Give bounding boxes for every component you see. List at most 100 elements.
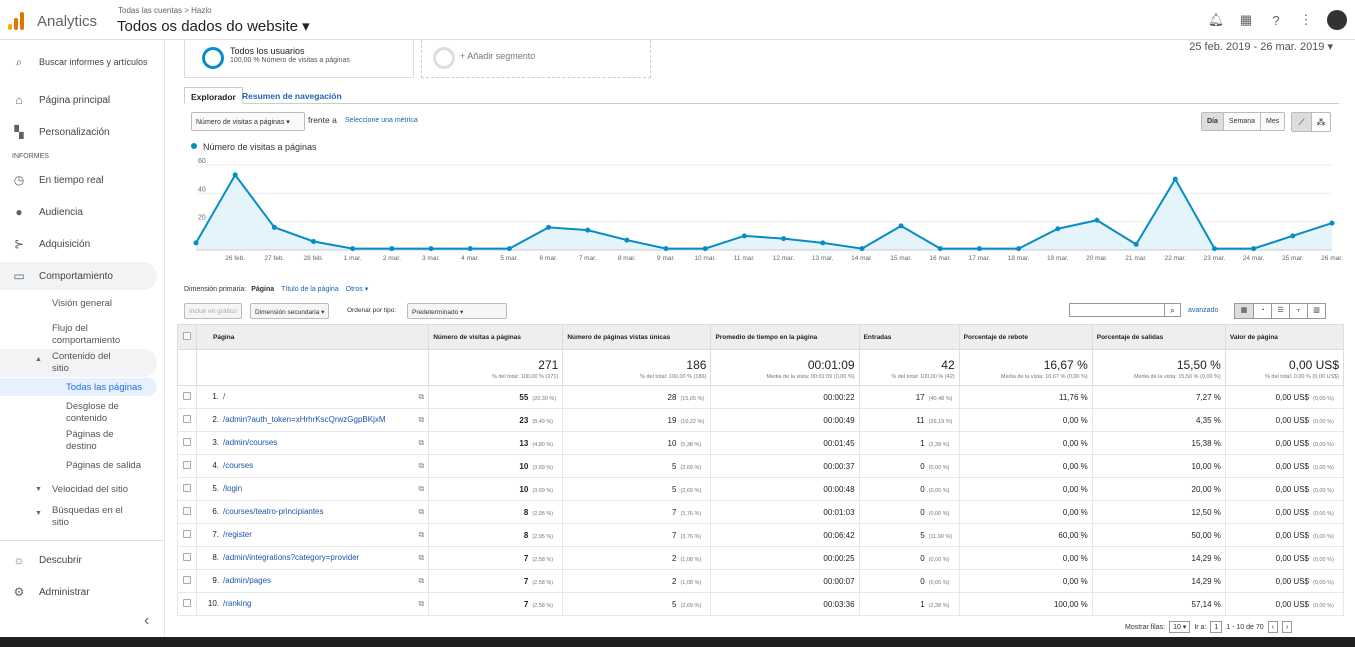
page-link[interactable]: /admin/pages [223,576,272,585]
tab-navigation-summary[interactable]: Resumen de navegación [242,91,342,101]
table-search-input[interactable] [1069,303,1165,317]
sidebar-item-discover[interactable]: ☼ Descubrir [0,548,160,572]
granularity-week[interactable]: Semana [1222,113,1260,130]
sidebar-item-home[interactable]: ⌂ Página principal [0,88,160,112]
header-pageviews[interactable]: Número de visitas a páginas [428,324,564,350]
page-cell[interactable]: 4./courses ⧉ [196,454,430,478]
page-cell[interactable]: 6./courses/teatro-principiantes ⧉ [196,500,430,524]
page-cell[interactable]: 1. / ⧉ [196,385,430,409]
sort-type-select[interactable]: Predeterminado ▾ [407,303,507,319]
page-link[interactable]: /register [223,530,252,539]
row-checkbox[interactable] [176,500,198,524]
sidebar-item-landing[interactable]: Páginas de destino [66,429,114,452]
segment-all-users[interactable]: Todos los usuarios 100,00 % Número de vi… [184,40,414,78]
open-link-icon[interactable]: ⧉ [418,392,425,401]
sidebar-item-acquisition[interactable]: ⊱ Adquisición [0,232,160,256]
row-checkbox[interactable] [176,546,198,570]
row-checkbox[interactable] [176,592,198,616]
secondary-dimension-button[interactable]: Dimensión secundaria ▾ [250,303,330,319]
add-segment[interactable]: + Añadir segmento [421,40,651,78]
sidebar-search[interactable]: ⌕ Buscar informes y artículos [0,50,160,74]
pivot-view-icon[interactable]: ▥ [1307,304,1325,318]
header-page[interactable]: Página [196,324,430,350]
page-link[interactable]: /admin/integrations?category=provider [223,553,360,562]
sidebar-item-admin[interactable]: ⚙ Administrar [0,580,160,604]
open-link-icon[interactable]: ⧉ [418,438,425,447]
page-link[interactable]: / [223,392,226,401]
page-link[interactable]: /courses/teatro-principiantes [223,507,324,516]
goto-input[interactable]: 1 [1210,621,1223,633]
page-link[interactable]: /login [223,484,243,493]
sidebar-item-behavior[interactable]: ▭ Comportamiento [0,262,157,290]
line-chart-icon[interactable]: ⟋ [1292,113,1311,131]
row-checkbox[interactable] [176,523,198,547]
page-cell[interactable]: 3./admin/courses ⧉ [196,431,430,455]
page-link[interactable]: /ranking [223,599,252,608]
data-view-icon[interactable]: ▦ [1235,304,1253,318]
row-checkbox[interactable] [176,477,198,501]
more-icon[interactable]: ⋮ [1299,12,1313,27]
apps-icon[interactable]: ▦ [1239,12,1253,27]
header-avg-time[interactable]: Promedio de tiempo en la página [710,324,860,350]
open-link-icon[interactable]: ⧉ [418,461,425,470]
open-link-icon[interactable]: ⧉ [418,576,425,585]
sidebar-item-drilldown[interactable]: Desglose de contenido [66,401,119,424]
sidebar-item-flow[interactable]: Flujo del comportamiento [52,323,121,346]
header-exit-rate[interactable]: Porcentaje de salidas [1091,324,1226,350]
sidebar-item-overview[interactable]: Visión general [52,298,113,309]
search-icon[interactable]: ⌕ [1165,303,1181,317]
sidebar-item-audience[interactable]: ● Audiencia [0,200,160,224]
header-unique-pageviews[interactable]: Número de páginas vistas únicas [562,324,712,350]
open-link-icon[interactable]: ⧉ [418,484,425,493]
sidebar-item-all-pages[interactable]: Todas las páginas [66,382,143,393]
metric-selector[interactable]: Número de visitas a páginas ▾ [191,112,305,131]
advanced-filter-link[interactable]: avanzado [1188,307,1219,314]
sidebar-item-content[interactable]: Contenido del sitio [52,351,111,374]
row-checkbox[interactable] [176,408,198,432]
header-entrances[interactable]: Entradas [858,324,960,350]
header-checkbox[interactable] [176,324,198,350]
performance-view-icon[interactable]: ☰ [1271,304,1289,318]
page-cell[interactable]: 2./admin?auth_token=xHrhrKscQrwzGgpBKjxM… [196,408,430,432]
dimension-page-title[interactable]: Título de la página [281,286,339,293]
prev-page-button[interactable]: ‹ [1267,621,1278,633]
breadcrumb[interactable]: Todas las cuentas > Hazlo [118,6,212,15]
page-cell[interactable]: 9./admin/pages ⧉ [196,569,430,593]
rows-select[interactable]: 10 ▾ [1169,621,1191,633]
sidebar-item-speed[interactable]: Velocidad del sitio [52,484,129,495]
sidebar-item-exit[interactable]: Páginas de salida [66,460,141,471]
next-page-button[interactable]: › [1282,621,1293,633]
granularity-month[interactable]: Mes [1259,113,1285,130]
open-link-icon[interactable]: ⧉ [418,415,425,424]
avatar[interactable] [1327,10,1347,30]
dimension-page[interactable]: Página [251,286,275,293]
page-cell[interactable]: 5./login ⧉ [196,477,430,501]
granularity-day[interactable]: Día [1202,113,1223,130]
page-link[interactable]: /admin/courses [223,438,278,447]
view-selector[interactable]: Todos os dados do website ▾ [117,18,310,35]
open-link-icon[interactable]: ⧉ [418,553,425,562]
pie-view-icon[interactable]: ◔ [1253,304,1271,318]
analytics-logo-icon[interactable] [8,12,26,30]
open-link-icon[interactable]: ⧉ [418,530,425,539]
row-checkbox[interactable] [176,431,198,455]
header-bounce-rate[interactable]: Porcentaje de rebote [958,324,1093,350]
plot-rows-button[interactable]: Incluir en gráfico [184,303,242,319]
page-cell[interactable]: 7./register ⧉ [196,523,430,547]
page-cell[interactable]: 10./ranking ⧉ [196,592,430,616]
select-metric-link[interactable]: Seleccione una métrica [345,117,418,124]
page-link[interactable]: /courses [223,461,254,470]
tab-explorer[interactable]: Explorador [184,87,243,104]
comparison-view-icon[interactable]: ⫟ [1289,304,1307,318]
sidebar-item-custom[interactable]: ▚ Personalización [0,120,160,144]
page-link[interactable]: /admin?auth_token=xHrhrKscQrwzGgpBKjxM [223,415,386,424]
row-checkbox[interactable] [176,385,198,409]
help-icon[interactable]: ? [1272,12,1280,28]
date-range-picker[interactable]: 25 feb. 2019 - 26 mar. 2019 ▾ [1189,41,1333,53]
open-link-icon[interactable]: ⧉ [418,599,425,608]
bell-icon[interactable]: 🔔︎ [1207,12,1225,27]
open-link-icon[interactable]: ⧉ [418,507,425,516]
collapse-icon[interactable]: ‹ [144,612,150,629]
page-cell[interactable]: 8./admin/integrations?category=provider ⧉ [196,546,430,570]
app-name[interactable]: Analytics [37,13,98,30]
